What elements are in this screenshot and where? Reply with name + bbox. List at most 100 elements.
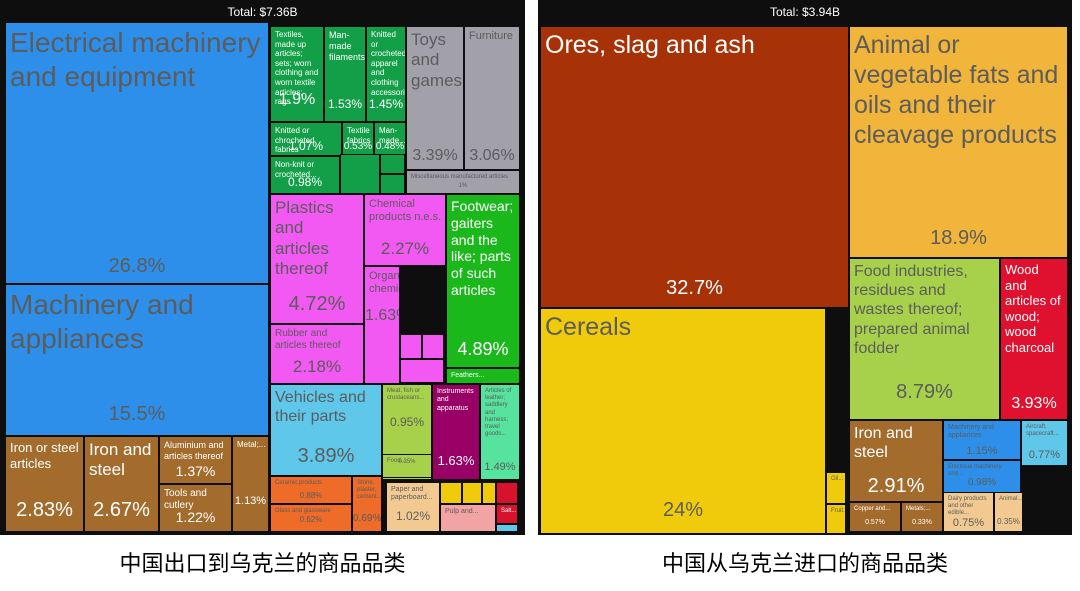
export-tile[interactable]: Rubber and articles thereof 2.18% bbox=[270, 324, 364, 384]
export-tile[interactable]: Knitted or chrocheted fabrics 1.07% bbox=[270, 122, 342, 156]
export-tile[interactable]: Man-made... 0.48% bbox=[374, 122, 406, 156]
import-tile-value: 0.77% bbox=[1028, 449, 1061, 461]
export-tile-label: Salt... bbox=[501, 508, 517, 514]
export-tile[interactable]: Aluminium and articles thereof 1.37% bbox=[159, 436, 232, 484]
import-tile-label: Metals;... bbox=[906, 506, 931, 512]
import-tile-label: Animal... bbox=[999, 496, 1023, 502]
export-tile-label: Plastics and articles thereof bbox=[275, 198, 334, 279]
export-tile-value: 0.69% bbox=[353, 513, 382, 524]
export-tile-label: Man-made filaments bbox=[329, 30, 366, 62]
export-tile-label: Articles of leather; saddlery and harnes… bbox=[485, 388, 512, 438]
export-tile[interactable]: Footwear; gaiters and the like; parts of… bbox=[446, 194, 520, 368]
export-tile[interactable]: Feathers... bbox=[446, 368, 520, 384]
import-tile-value: 32.7% bbox=[666, 277, 723, 299]
export-tile-label: Miscellaneous manufactured articles bbox=[411, 174, 509, 180]
export-tile-label: Footwear; gaiters and the like; parts of… bbox=[451, 198, 514, 298]
import-tile[interactable]: Dairy products and other edible... 0.75% bbox=[943, 492, 994, 532]
export-tile[interactable]: Paper and paperboard... 1.02% bbox=[386, 482, 440, 532]
import-total-title: Total: $3.94B bbox=[769, 5, 841, 19]
export-tile-value: 0.35% bbox=[398, 459, 416, 465]
import-tile[interactable]: Ores, slag and ash 32.7% bbox=[540, 26, 849, 308]
export-tile[interactable]: Textile fabrics 0.53% bbox=[342, 122, 374, 156]
export-tile[interactable]: Textiles, made up articles; sets; worn c… bbox=[270, 26, 324, 122]
import-tile-label: Copper and... bbox=[854, 506, 891, 512]
import-tile[interactable]: Food industries, residues and wastes the… bbox=[849, 258, 1000, 420]
export-tile-value: 4.89% bbox=[457, 339, 509, 359]
export-tile[interactable]: Metal;... 1.13% bbox=[232, 436, 269, 532]
export-tile-value: 3.89% bbox=[297, 445, 355, 467]
export-tile-value: 1.13% bbox=[234, 495, 267, 507]
export-minor-tile bbox=[496, 524, 518, 532]
import-tile-value: 3.93% bbox=[1011, 395, 1057, 412]
import-tile[interactable]: Fruit... bbox=[826, 504, 846, 534]
export-minor-tile bbox=[400, 359, 444, 383]
export-tile[interactable]: Stone, plaster, cement... 0.69% bbox=[352, 476, 382, 532]
import-tile[interactable]: Animal... 0.35% bbox=[994, 492, 1023, 532]
export-tile[interactable]: Vehicles and their parts 3.89% bbox=[270, 384, 382, 476]
export-tile-value: 1.49% bbox=[484, 461, 516, 473]
export-tile[interactable]: Miscellaneous manufactured articles 1% bbox=[406, 170, 520, 194]
export-tile-label: Organic chemicals bbox=[369, 270, 400, 296]
import-tile[interactable]: Copper and... 0.57% bbox=[849, 502, 901, 532]
export-tile[interactable]: Knitted or crocheted apparel and clothin… bbox=[366, 26, 406, 122]
export-tile[interactable]: Glass and glassware 0.62% bbox=[270, 504, 352, 532]
export-tile[interactable]: Plastics and articles thereof 4.72% bbox=[270, 194, 364, 324]
import-tile-value: 2.91% bbox=[867, 475, 925, 497]
export-tile-value: 1.22% bbox=[175, 509, 216, 525]
import-tile-label: Iron and steel bbox=[854, 425, 913, 462]
import-tile-label: Food industries, residues and wastes the… bbox=[854, 263, 970, 357]
export-tile[interactable]: Food... 0.35% bbox=[382, 454, 432, 478]
export-tile-value: 1.07% bbox=[288, 139, 324, 153]
export-tile[interactable]: Pulp and... bbox=[440, 504, 496, 532]
export-tile[interactable]: Salt... bbox=[496, 504, 518, 524]
export-tile[interactable]: Non-knit or crocheted... 0.98% bbox=[270, 156, 340, 194]
export-tile[interactable]: Man-made filaments 1.53% bbox=[324, 26, 366, 122]
import-tile[interactable]: Animal or vegetable fats and oils and th… bbox=[849, 26, 1068, 258]
export-tile[interactable]: Chemical products n.e.s. 2.27% bbox=[364, 194, 446, 266]
export-tile[interactable]: Ceramic products 0.88% bbox=[270, 476, 352, 504]
export-minor-tile bbox=[422, 334, 444, 359]
export-tile-label: Textiles, made up articles; sets; worn c… bbox=[275, 30, 319, 107]
export-tile[interactable]: Electrical machinery and equipment 26.8% bbox=[5, 22, 269, 284]
import-tile-label: Ores, slag and ash bbox=[545, 31, 755, 59]
import-tile-value: 0.75% bbox=[952, 517, 985, 529]
import-tile[interactable]: Aircraft, spacecraft... 0.77% bbox=[1021, 420, 1068, 466]
export-tile-value: 3.39% bbox=[412, 147, 458, 164]
import-tile[interactable]: Machinery and appliances 1.15% bbox=[943, 420, 1021, 460]
export-tile-value: 0.98% bbox=[287, 175, 323, 189]
export-tile[interactable]: Toys and games 3.39% bbox=[406, 26, 464, 170]
export-tile[interactable]: Instruments and apparatus 1.63% bbox=[432, 384, 480, 480]
export-tile-label: Non-knit or crocheted... bbox=[275, 160, 317, 179]
import-tile[interactable]: Metals;... 0.33% bbox=[901, 502, 943, 532]
export-tile-label: Iron and steel bbox=[89, 440, 152, 480]
export-tile[interactable]: Articles of leather; saddlery and harnes… bbox=[480, 384, 520, 480]
export-tile-value: 1% bbox=[458, 183, 468, 189]
export-minor-tile bbox=[440, 482, 462, 504]
export-tile[interactable]: Organic chemicals 1.63% bbox=[364, 266, 400, 384]
import-tile-value: 0.33% bbox=[912, 519, 932, 526]
import-tile[interactable]: Cereals 24% bbox=[540, 308, 826, 534]
import-tile[interactable]: Iron and steel 2.91% bbox=[849, 420, 943, 502]
export-tile-label: Metal;... bbox=[237, 440, 266, 449]
export-tile-value: 3.06% bbox=[469, 147, 515, 164]
export-tile-value: 0.95% bbox=[389, 415, 425, 429]
export-tile[interactable]: Iron or steel articles 2.83% bbox=[5, 436, 84, 532]
export-tile-value: 15.5% bbox=[108, 403, 166, 425]
import-tile[interactable]: Wood and articles of wood; wood charcoal… bbox=[1000, 258, 1068, 420]
export-minor-tile bbox=[380, 154, 405, 174]
export-tile-label: Iron or steel articles bbox=[10, 440, 79, 471]
export-minor-tile bbox=[400, 334, 422, 359]
export-tile-value: 2.67% bbox=[93, 499, 150, 521]
export-tile-label: Chemical products n.e.s. bbox=[369, 198, 442, 224]
export-tile-value: 0.62% bbox=[299, 515, 323, 524]
export-tile[interactable]: Iron and steel 2.67% bbox=[84, 436, 159, 532]
export-tile[interactable]: Tools and cutlery 1.22% bbox=[159, 484, 232, 532]
export-tile[interactable]: Furniture 3.06% bbox=[464, 26, 520, 170]
import-tile[interactable]: Oil... bbox=[826, 472, 846, 504]
import-tile-value: 8.79% bbox=[896, 381, 953, 403]
import-tile-label: Electrical machinery and... bbox=[948, 464, 1002, 478]
export-tile-label: Paper and paperboard... bbox=[391, 486, 433, 502]
export-total-title: Total: $7.36B bbox=[227, 5, 298, 19]
export-tile-label: Textile fabrics bbox=[347, 126, 371, 145]
export-tile[interactable]: Machinery and appliances 15.5% bbox=[5, 284, 269, 436]
